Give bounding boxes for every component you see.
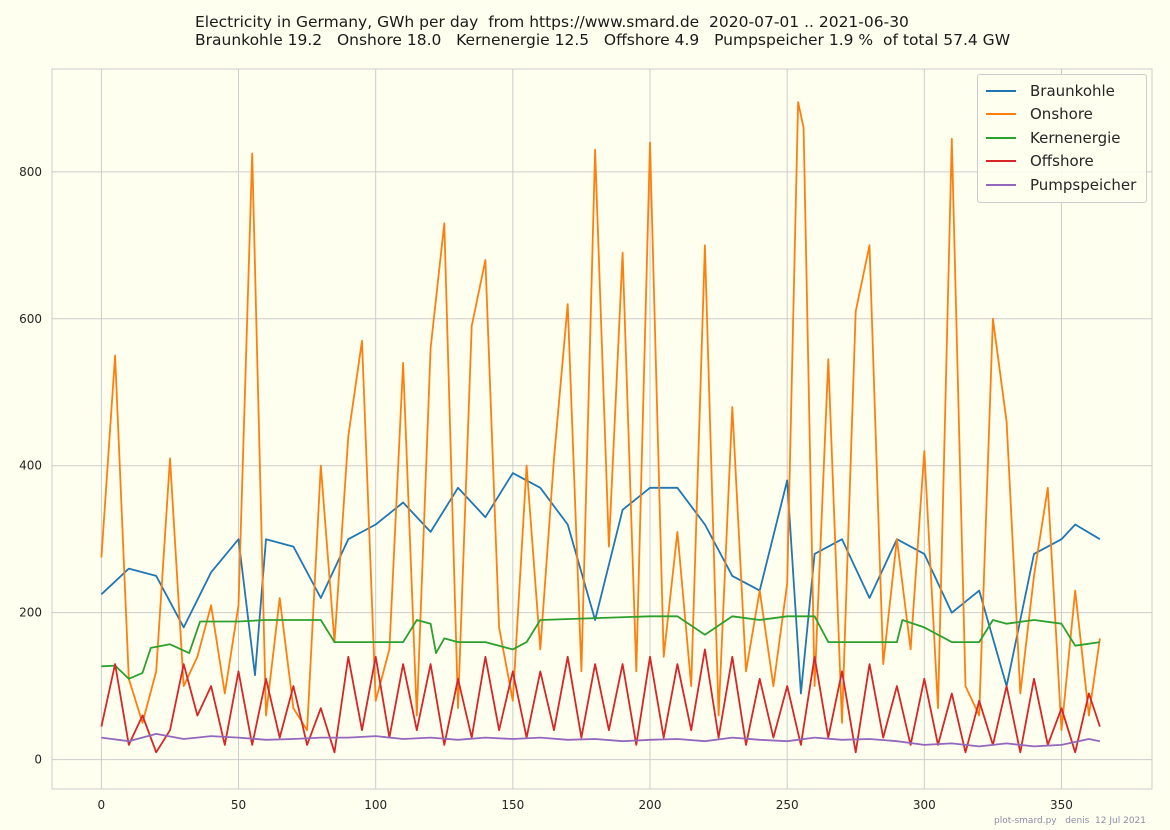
y-tick-label: 0 <box>34 753 42 767</box>
legend-swatch-pumpspeicher <box>986 183 1016 186</box>
chart-title-line-2: Braunkohle 19.2 Onshore 18.0 Kernenergie… <box>195 31 1011 49</box>
legend-item-onshore: Onshore <box>978 103 1146 127</box>
legend-swatch-kernenergie <box>986 136 1016 139</box>
y-tick-label: 400 <box>19 459 42 473</box>
x-tick-label: 100 <box>364 798 387 812</box>
series-line-kernenergie <box>101 615 1101 680</box>
x-tick-label: 350 <box>1050 798 1073 812</box>
legend-swatch-braunkohle <box>986 89 1016 92</box>
legend-swatch-onshore <box>986 113 1016 116</box>
x-tick-label: 250 <box>776 798 799 812</box>
x-axis-ticks: 0 50 100 150 200 250 300 350 <box>98 798 1073 812</box>
legend: Braunkohle Onshore Kernenergie Offshore … <box>977 74 1147 203</box>
y-tick-label: 600 <box>19 312 42 326</box>
grid <box>52 69 1152 789</box>
x-tick-label: 0 <box>98 798 106 812</box>
footer-credit: plot-smard.py denis 12 Jul 2021 <box>993 816 1146 826</box>
legend-label-braunkohle: Braunkohle <box>1030 81 1115 100</box>
series-line-onshore <box>100 101 1101 732</box>
legend-label-onshore: Onshore <box>1030 105 1093 124</box>
x-tick-label: 50 <box>231 798 246 812</box>
legend-label-offshore: Offshore <box>1030 152 1094 171</box>
legend-label-kernenergie: Kernenergie <box>1030 128 1121 147</box>
plot-area <box>51 68 1153 790</box>
x-tick-label: 200 <box>639 798 662 812</box>
x-tick-label: 300 <box>913 798 936 812</box>
legend-label-pumpspeicher: Pumpspeicher <box>1030 175 1137 194</box>
legend-item-offshore: Offshore <box>978 150 1146 174</box>
x-tick-label: 150 <box>501 798 524 812</box>
legend-item-braunkohle: Braunkohle <box>978 79 1146 103</box>
y-tick-label: 800 <box>19 165 42 179</box>
legend-item-pumpspeicher: Pumpspeicher <box>978 173 1146 197</box>
legend-item-kernenergie: Kernenergie <box>978 126 1146 150</box>
series-line-pumpspeicher <box>101 733 1101 748</box>
y-axis-ticks: 0 200 400 600 800 <box>19 165 42 767</box>
series-line-braunkohle <box>100 472 1101 695</box>
chart-title-line-1: Electricity in Germany, GWh per day from… <box>195 13 909 31</box>
series-line-offshore <box>100 648 1101 754</box>
y-tick-label: 200 <box>19 606 42 620</box>
legend-swatch-offshore <box>986 160 1016 163</box>
series-lines <box>100 101 1101 754</box>
